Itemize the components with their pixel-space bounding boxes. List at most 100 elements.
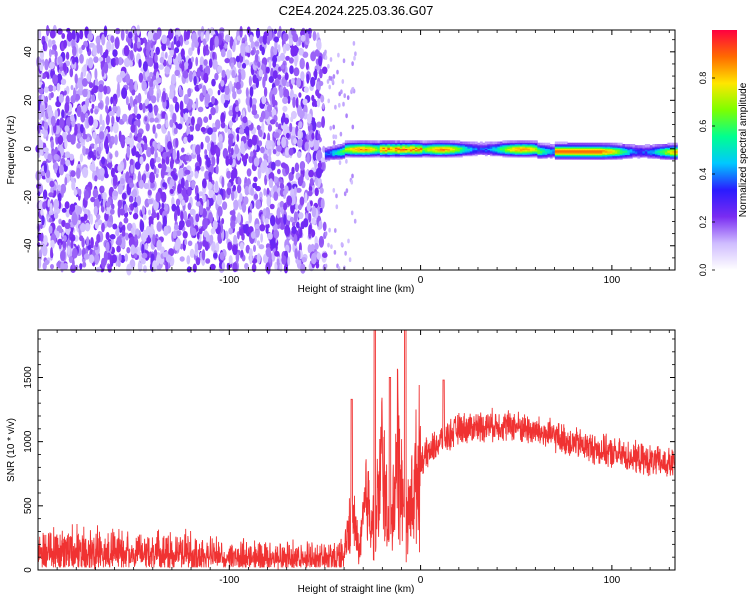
spectrogram-cell [322,145,326,153]
y-tick-label: 500 [23,497,34,514]
spectrogram-cell [629,144,633,147]
spectrogram-cell [103,250,108,263]
spectrogram-cell [174,224,179,231]
spectrogram-cell [301,257,307,263]
spectrogram-cell [112,223,118,230]
spectrogram-cell [627,144,631,147]
spectrogram-cell [494,141,498,145]
spectrogram-cell [253,157,260,167]
spectrogram-cell [58,94,64,103]
spectrogram-cell [187,133,192,143]
spectrogram-cell [442,140,446,143]
spectrogram-cell [484,141,488,145]
spectrogram-cell [195,97,199,110]
spectrogram-cell [244,185,250,196]
spectrogram-cell [272,149,277,155]
spectrogram-cell [125,96,129,106]
spectrogram-cell [81,78,88,87]
spectrogram-cell [255,199,261,210]
spectrogram-cell [175,137,179,148]
spectrogram-cell [344,250,347,256]
spectrogram-cell [524,140,528,143]
spectrogram-cell [186,266,192,273]
x-tick-label: 100 [604,575,621,586]
spectrogram-cell [377,140,381,143]
spectrogram-cell [467,141,471,145]
y-tick-label: 0 [23,146,34,152]
spectrogram-cell [224,86,230,95]
spectrogram-cell [61,207,67,213]
spectrogram-cell [243,196,249,205]
spectrogram-cell [173,127,178,135]
spectrogram-cell [240,249,244,258]
spectrogram-cell [156,92,160,103]
spectrogram-cell [167,130,171,143]
spectrogram-cell [103,61,109,74]
spectrogram-cell [338,102,341,108]
spectrogram-cell [318,220,323,230]
spectrogram-cell [242,116,248,124]
spectrogram-cell [149,171,156,184]
spectrogram-cell [174,210,178,223]
spectrogram-cell [185,219,191,228]
spectrogram-cell [154,117,159,123]
spectrogram-cell [304,192,308,204]
spectrogram-cell [79,263,83,270]
spectrogram-cell [224,34,231,43]
spectrogram-cell [318,80,324,87]
spectrogram-cell [103,85,108,95]
spectrogram-cell [117,82,120,94]
spectrogram-cell [320,94,325,103]
spectrogram-cell [40,232,44,244]
spectrogram-cell [189,99,193,106]
spectrogram-cell [354,140,358,143]
spectrogram-cell [414,140,418,143]
spectrogram-cell [133,247,138,254]
spectrogram-cell [271,93,276,106]
spectrogram-cell [235,55,240,63]
spectrogram-cell [136,41,141,49]
spectrogram-cell [564,141,568,145]
spectrogram-cell [265,227,269,234]
spectrogram-cell [88,82,94,89]
spectrogram-cell [224,58,230,64]
spectrogram-cell [239,242,244,251]
spectrogram-cell [95,35,101,45]
spectrogram-cell [50,239,55,249]
spectrogram-cell [112,190,119,197]
spectrogram-cell [187,87,192,98]
spectrogram-cell [145,123,150,132]
spectrogram-cell [184,154,190,161]
spectrogram-cell [236,133,240,142]
spectrogram-cell [306,202,311,212]
spectrogram-cell [52,85,57,92]
spectrogram-cell [211,78,216,87]
spectrogram-cell [240,69,246,81]
spectrogram-cell [263,31,269,37]
spectrogram-cell [602,142,606,146]
spectrogram-cell [672,142,676,146]
spectrogram-cell [109,141,113,149]
spectrogram-cell [334,134,338,140]
spectrogram-cell [72,57,75,65]
colorbar-tick-label: 0.6 [698,120,708,133]
spectrogram-cell [182,70,189,79]
spectrogram-cell [229,36,234,47]
spectrogram-cell [42,189,48,200]
spectrogram-cell [143,265,147,273]
spectrogram-cell [137,92,142,104]
spectrogram-cell [178,167,184,180]
spectrogram-cell [266,104,273,113]
spectrogram-cell [261,46,265,56]
spectrogram-cell [342,58,346,64]
spectrogram-cell [100,185,105,192]
spectrogram-cell [267,124,273,132]
spectrogram-cell [92,131,97,140]
spectrogram-cell [115,226,120,237]
spectrogram-cell [354,51,357,57]
spectrogram-cell [251,263,257,273]
spectrogram-cell [88,254,95,264]
spectrogram-cell [293,186,297,197]
spectrogram-cell [599,142,603,146]
spectrogram-cell [195,144,201,156]
